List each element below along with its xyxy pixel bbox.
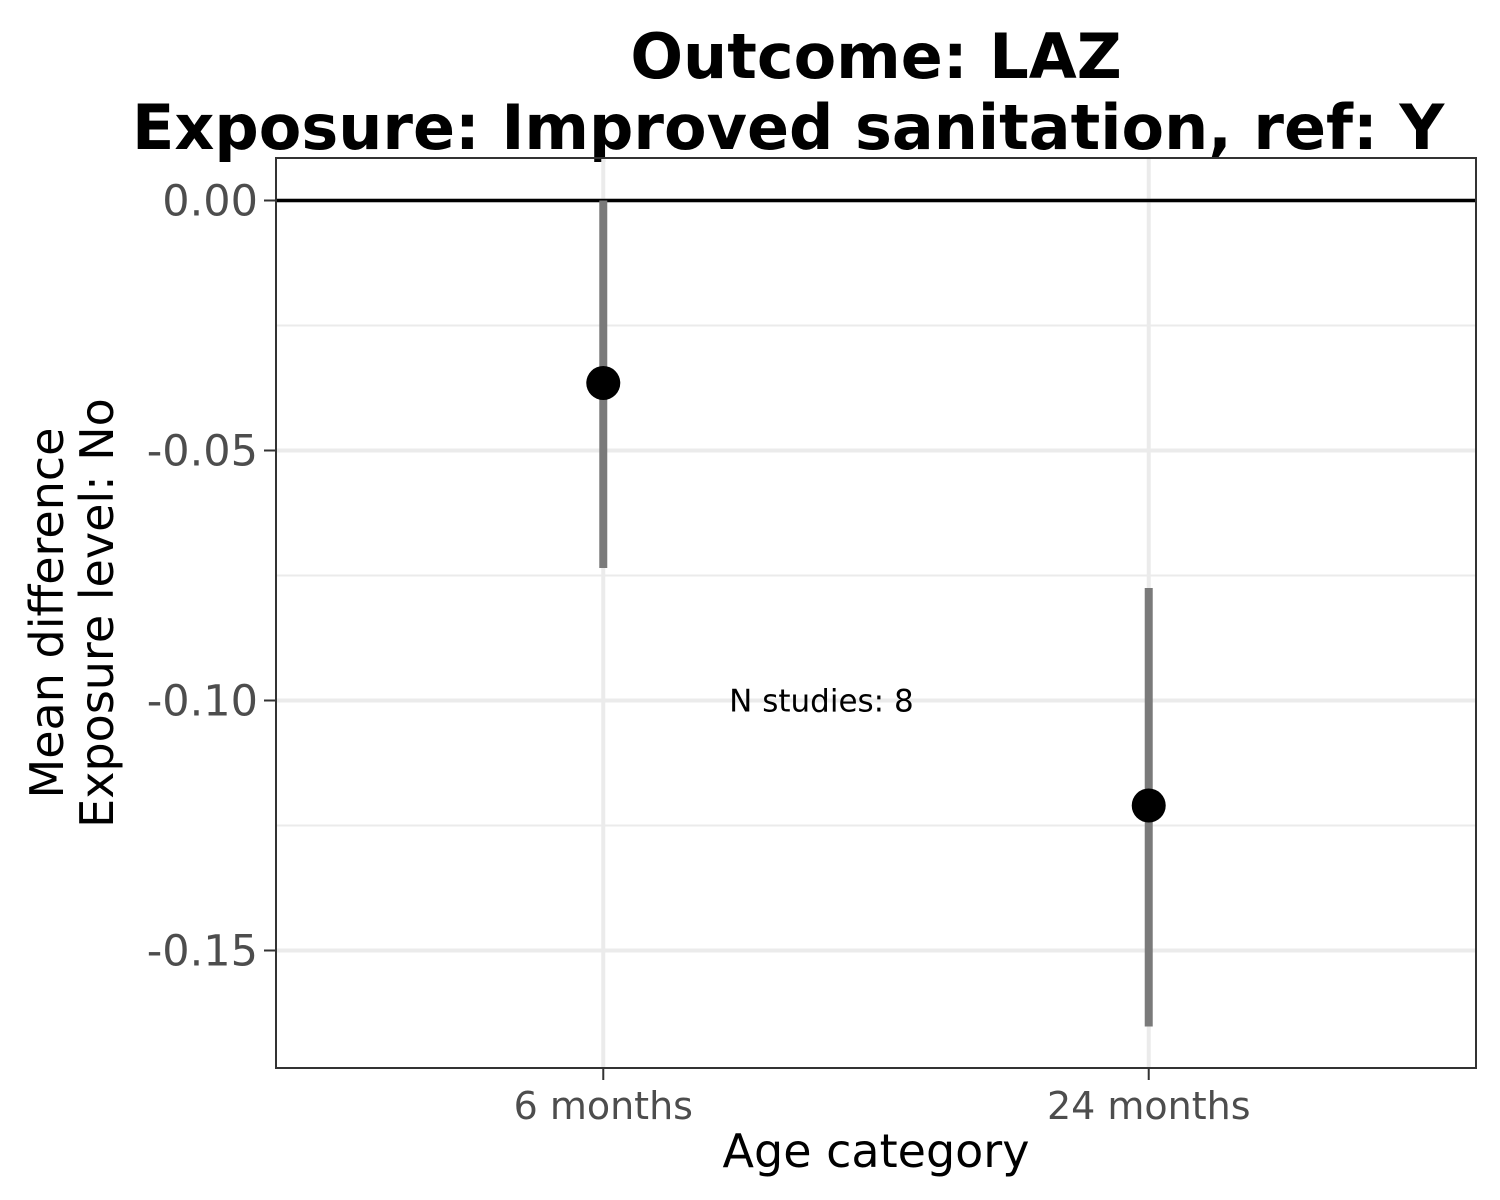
x-axis-title: Age category (723, 1124, 1030, 1178)
data-point (586, 366, 621, 400)
y-axis-title-line1: Mean difference (20, 428, 74, 799)
data-marks (586, 200, 1166, 1027)
y-axis-title-line2: Exposure level: No (70, 398, 124, 828)
x-tick-label: 24 months (1047, 1084, 1251, 1128)
y-tick-label: -0.10 (147, 677, 258, 727)
x-tick-label: 6 months (514, 1084, 693, 1128)
n-studies-annotation: N studies: 8 (729, 684, 914, 720)
chart-title-line2: Exposure: Improved sanitation, ref: Y (132, 91, 1445, 164)
y-tick-label: 0.00 (162, 177, 258, 227)
y-tick-label: -0.15 (147, 927, 258, 977)
data-point (1131, 788, 1166, 823)
panel-border (275, 157, 1477, 1069)
axis-ticks: 0.00 -0.05 -0.10 -0.15 6 months 24 months (147, 177, 1251, 1129)
chart-title-line1: Outcome: LAZ (630, 20, 1121, 93)
y-tick-label: -0.05 (147, 427, 258, 477)
